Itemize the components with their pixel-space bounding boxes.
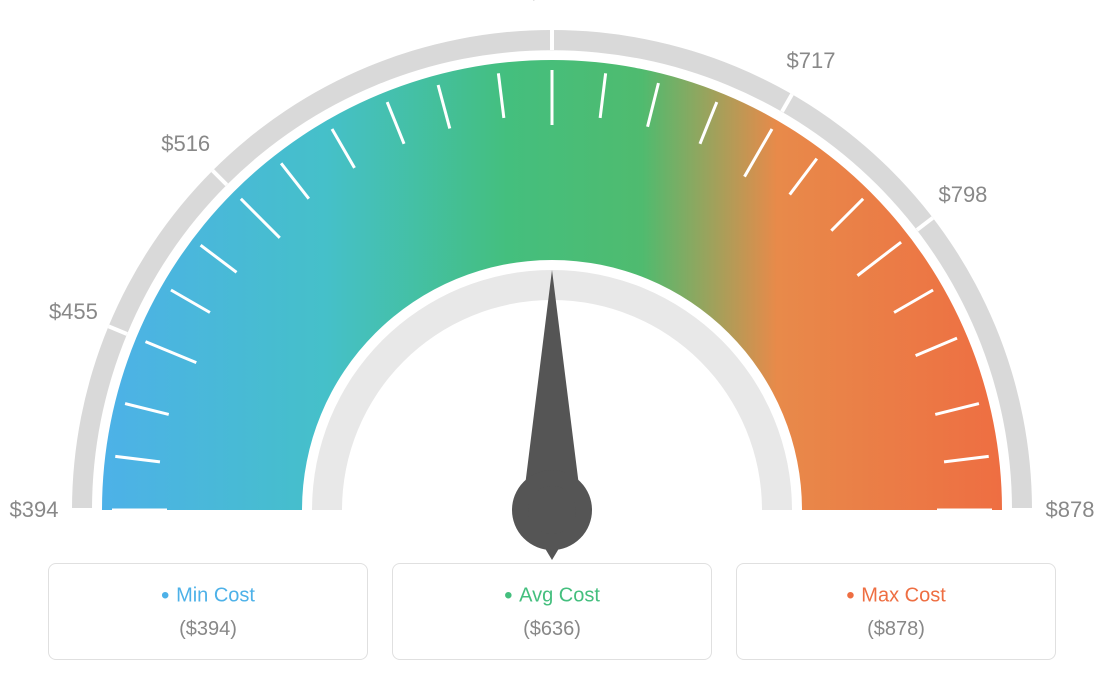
legend-min-value: ($394) xyxy=(69,618,347,641)
gauge-tick-label: $636 xyxy=(528,0,577,5)
legend-avg-label: Avg Cost xyxy=(413,582,691,610)
gauge-tick-label: $878 xyxy=(1046,497,1095,523)
legend-max-box: Max Cost ($878) xyxy=(736,563,1056,660)
gauge-chart: $394 $455 $516 $636 $717 $798 $878 xyxy=(0,0,1104,560)
gauge-tick-label: $798 xyxy=(938,182,987,208)
gauge-tick-label: $394 xyxy=(10,497,59,523)
legend-min-box: Min Cost ($394) xyxy=(48,563,368,660)
gauge-svg xyxy=(0,0,1104,560)
legend-max-value: ($878) xyxy=(757,618,1035,641)
legend-min-label: Min Cost xyxy=(69,582,347,610)
gauge-tick-label: $455 xyxy=(49,299,98,325)
legend-avg-box: Avg Cost ($636) xyxy=(392,563,712,660)
legend: Min Cost ($394) Avg Cost ($636) Max Cost… xyxy=(0,563,1104,660)
legend-avg-value: ($636) xyxy=(413,618,691,641)
gauge-tick-label: $516 xyxy=(161,131,210,157)
legend-max-label: Max Cost xyxy=(757,582,1035,610)
gauge-tick-label: $717 xyxy=(787,48,836,74)
